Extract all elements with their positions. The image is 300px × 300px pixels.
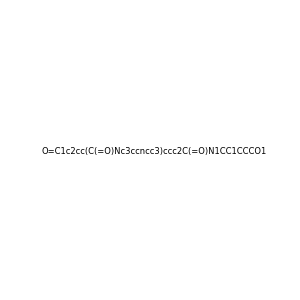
Text: O=C1c2cc(C(=O)Nc3ccncc3)ccc2C(=O)N1CC1CCCO1: O=C1c2cc(C(=O)Nc3ccncc3)ccc2C(=O)N1CC1CC… — [41, 147, 266, 156]
